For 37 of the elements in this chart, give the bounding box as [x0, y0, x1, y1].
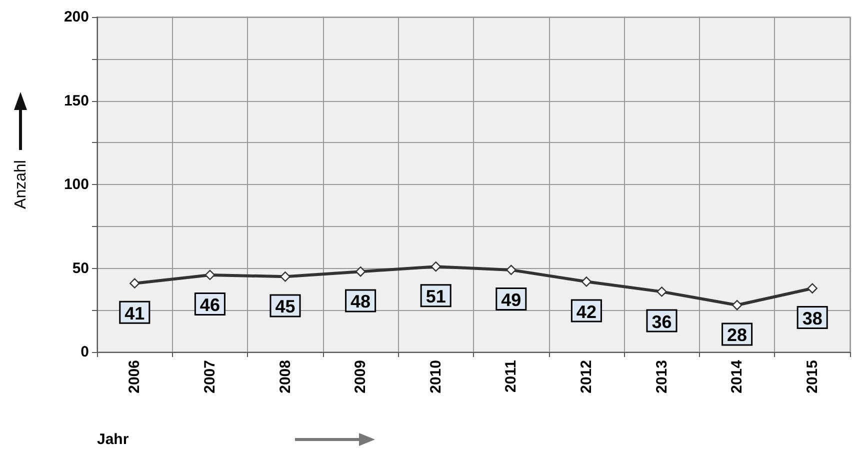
- point: [656, 286, 667, 297]
- point: [732, 300, 742, 310]
- x-tick-label: 2014: [728, 359, 746, 394]
- x-tick-label: 2011: [502, 360, 520, 393]
- y-tick-label: 150: [64, 92, 89, 110]
- x-tick-label: 2006: [126, 360, 144, 394]
- data-label: 48: [350, 292, 371, 312]
- data-label: 28: [727, 325, 748, 346]
- y-tick-label: 0: [80, 344, 89, 360]
- point: [581, 276, 592, 287]
- y-axis-title: Anzahl: [12, 160, 30, 209]
- x-tick-label: 2015: [804, 360, 821, 394]
- point: [355, 266, 366, 277]
- x-tick-label: 2008: [276, 360, 294, 394]
- x-tick-label: 2013: [653, 360, 670, 394]
- data-label: 38: [802, 308, 822, 328]
- point: [204, 270, 216, 280]
- x-tick-label: 2009: [352, 360, 370, 394]
- x-tick-label: 2012: [578, 360, 595, 394]
- data-label: 41: [124, 303, 145, 324]
- point: [130, 278, 140, 288]
- point: [807, 283, 818, 294]
- data-label: 42: [576, 302, 596, 322]
- x-tick-label: 2010: [427, 360, 444, 394]
- point: [430, 261, 441, 272]
- point: [280, 272, 290, 282]
- data-label: 36: [652, 312, 672, 332]
- x-axis-title: Jahr: [97, 431, 129, 448]
- point: [506, 264, 516, 276]
- data-label: 45: [275, 296, 296, 317]
- y-tick-label: 200: [64, 8, 89, 26]
- y-tick-label: 50: [72, 260, 89, 277]
- x-tick-label: 2007: [201, 360, 218, 394]
- data-label: 46: [200, 295, 220, 316]
- y-tick-label: 100: [64, 176, 89, 193]
- data-label: 51: [426, 286, 446, 307]
- data-label: 49: [501, 290, 522, 310]
